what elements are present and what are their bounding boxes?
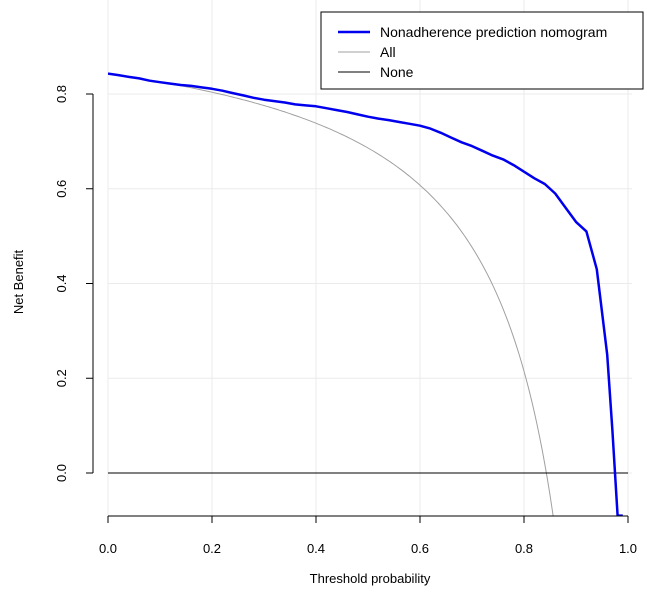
series-line-nomogram (108, 74, 623, 516)
y-tick-label: 0.6 (54, 180, 69, 198)
legend: Nonadherence prediction nomogram All Non… (321, 12, 643, 89)
legend-label-all: All (380, 44, 396, 60)
x-tick-label: 0.8 (515, 541, 533, 556)
y-tick-label: 0.8 (54, 85, 69, 103)
x-tick-label: 0.6 (411, 541, 429, 556)
x-tick-label: 0.0 (99, 541, 117, 556)
series-layer (108, 74, 628, 531)
x-tick-label: 0.4 (307, 541, 325, 556)
y-tick-label: 0.4 (54, 274, 69, 292)
x-tick-label: 0.2 (203, 541, 221, 556)
x-axis-title: Threshold probability (310, 571, 431, 586)
axis-layer: 0.0 0.2 0.4 0.6 0.8 1.0 0.0 0.2 0.4 0.6 0.8 (54, 85, 637, 556)
series-line-all (108, 74, 555, 531)
y-tick-label: 0.2 (54, 369, 69, 387)
legend-label-nomogram: Nonadherence prediction nomogram (380, 24, 607, 40)
x-tick-label: 1.0 (619, 541, 637, 556)
y-axis-title: Net Benefit (11, 249, 26, 314)
legend-label-none: None (380, 64, 414, 80)
y-tick-label: 0.0 (54, 464, 69, 482)
